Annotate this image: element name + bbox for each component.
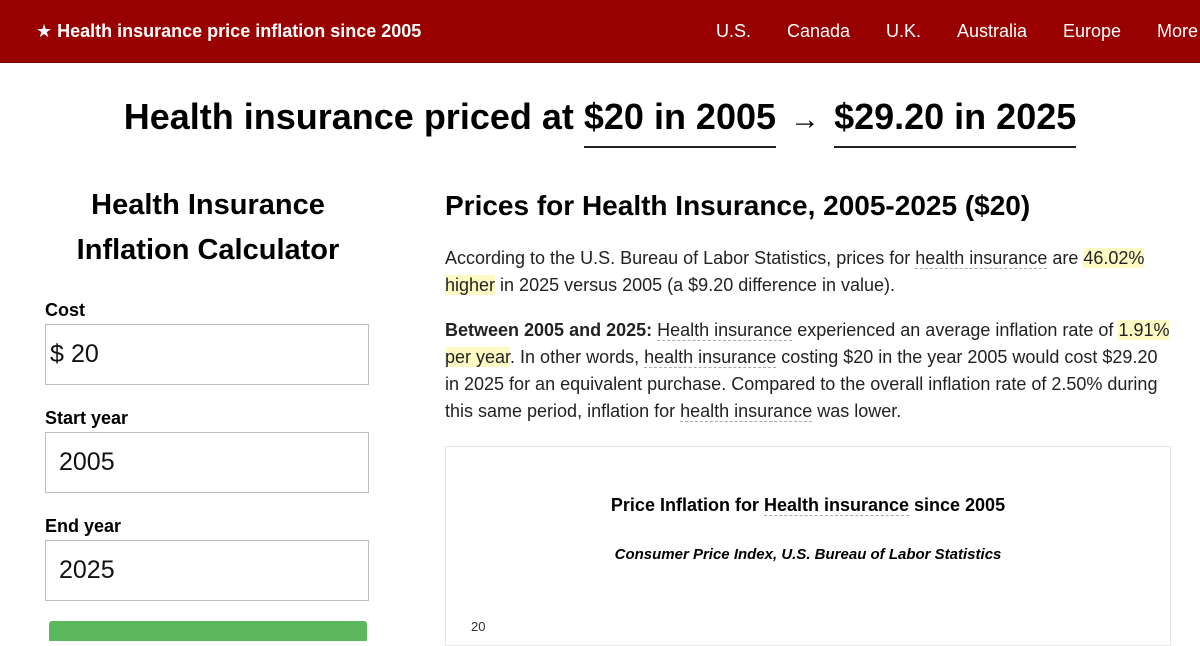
headline-from-amount[interactable]: $20 in 2005 xyxy=(583,96,777,148)
headline-to-amount[interactable]: $29.20 in 2025 xyxy=(834,96,1077,148)
p1-text-2: are xyxy=(1047,248,1084,268)
summary-paragraph: According to the U.S. Bureau of Labor St… xyxy=(445,245,1175,299)
start-year-label: Start year xyxy=(45,408,129,428)
p2-text-3: costing $20 in the year 2005 would cost … xyxy=(445,347,1158,421)
end-year-input[interactable]: 2025 xyxy=(45,540,369,601)
article-title: Prices for Health Insurance, 2005-2025 (… xyxy=(445,190,1031,221)
nav-link-us[interactable]: U.S. xyxy=(716,21,752,41)
calculator-title-line1: Health Insurance xyxy=(91,189,325,221)
cost-label: Cost xyxy=(45,300,85,320)
cost-input[interactable]: $ 20 xyxy=(45,324,369,385)
nav-link-canada[interactable]: Canada xyxy=(787,21,851,41)
chart-title: Price Inflation for Health insurance sin… xyxy=(446,495,1170,516)
p2-text: experienced an average inflation rate of xyxy=(792,320,1119,340)
nav-link-more[interactable]: More xyxy=(1157,21,1199,41)
chart-title-prefix: Price Inflation for xyxy=(610,495,764,515)
page-headline: Health insurance priced at $20 in 2005 →… xyxy=(0,96,1200,148)
p1-text: According to the U.S. Bureau of Labor St… xyxy=(445,248,916,268)
cost-input-value: 20 xyxy=(71,340,99,368)
start-year-input[interactable]: 2005 xyxy=(45,432,369,493)
calculate-button[interactable] xyxy=(49,621,367,641)
health-insurance-link[interactable]: Health insurance xyxy=(657,320,793,341)
inflation-chart: Price Inflation for Health insurance sin… xyxy=(445,446,1171,646)
site-brand-link[interactable]: ★ Health insurance price inflation since… xyxy=(36,21,422,41)
arrow-icon: → xyxy=(790,103,821,136)
chart-title-suffix: since 2005 xyxy=(909,495,1006,515)
nav-link-europe[interactable]: Europe xyxy=(1063,21,1122,41)
chart-title-link[interactable]: Health insurance xyxy=(763,495,909,516)
calculator-title-line2: Inflation Calculator xyxy=(76,234,340,266)
top-navbar: ★ Health insurance price inflation since… xyxy=(0,0,1200,63)
p2-text-4: was lower. xyxy=(812,401,902,421)
end-year-value: 2025 xyxy=(59,556,115,584)
chart-y-tick-label: 20 xyxy=(471,619,486,634)
health-insurance-link[interactable]: health insurance xyxy=(915,248,1048,269)
end-year-label: End year xyxy=(45,516,122,536)
calculator-title: Health Insurance Inflation Calculator xyxy=(45,183,371,273)
health-insurance-link[interactable]: health insurance xyxy=(680,401,813,422)
nav-link-australia[interactable]: Australia xyxy=(957,21,1028,41)
nav-link-uk[interactable]: U.K. xyxy=(886,21,922,41)
start-year-value: 2005 xyxy=(59,448,115,476)
period-label: Between 2005 and 2025: xyxy=(445,320,653,340)
p2-text-2: . In other words, xyxy=(510,347,645,367)
chart-subtitle: Consumer Price Index, U.S. Bureau of Lab… xyxy=(614,546,1002,563)
headline-prefix: Health insurance priced at xyxy=(123,96,574,137)
health-insurance-link[interactable]: health insurance xyxy=(644,347,777,368)
detail-paragraph: Between 2005 and 2025: Health insurance … xyxy=(445,317,1175,425)
p1-text-3: in 2025 versus 2005 (a $9.20 difference … xyxy=(495,275,895,295)
dollar-sign-icon: $ xyxy=(50,340,64,368)
